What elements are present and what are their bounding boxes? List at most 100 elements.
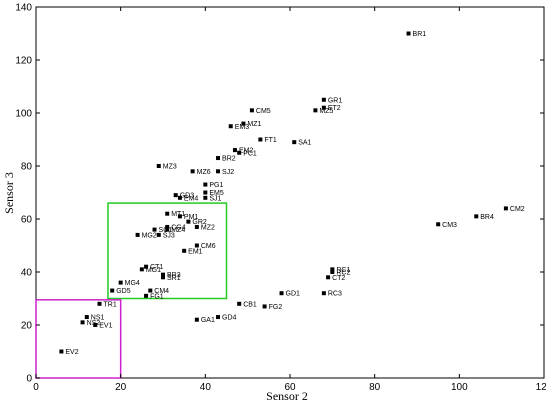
point-label-gr2: GR2 xyxy=(192,219,207,226)
data-point-ev2 xyxy=(59,349,64,354)
data-point-em2 xyxy=(232,148,237,153)
point-label-mg1: MG1 xyxy=(146,267,161,274)
point-label-em4: EM4 xyxy=(184,195,199,202)
data-point-gr1 xyxy=(321,97,326,102)
point-label-mz2: MZ2 xyxy=(201,224,215,231)
data-point-em4 xyxy=(177,195,182,200)
point-label-fg2: FG2 xyxy=(269,304,283,311)
data-point-cm4 xyxy=(148,288,153,293)
point-label-cm3: CM3 xyxy=(442,222,457,229)
data-point-ga1 xyxy=(194,317,199,322)
data-point-sc1 xyxy=(152,227,157,232)
point-label-br3: BR3 xyxy=(167,272,181,279)
y-tick-label: 60 xyxy=(21,215,33,226)
point-label-cb1: CB1 xyxy=(243,301,257,308)
y-tick-label: 80 xyxy=(21,162,33,173)
green-box xyxy=(107,202,228,300)
point-label-ft1: FT1 xyxy=(264,137,277,144)
data-point-cm3 xyxy=(436,222,441,227)
data-point-em1 xyxy=(182,248,187,253)
data-point-pg1 xyxy=(203,182,208,187)
y-tick-label: 120 xyxy=(15,56,32,67)
data-point-sj1 xyxy=(203,195,208,200)
x-tick-label: 80 xyxy=(369,382,381,393)
data-point-sj2 xyxy=(216,169,221,174)
data-point-gr2 xyxy=(186,219,191,224)
point-label-cm2: CM2 xyxy=(510,206,525,213)
y-axis-ticks: 0 20 40 60 80 100 120 140 xyxy=(15,3,544,385)
point-label-mz1: MZ1 xyxy=(247,121,261,128)
point-label-cm5: CM5 xyxy=(256,108,271,115)
y-tick-label: 100 xyxy=(15,109,32,120)
point-label-mz5: MZ5 xyxy=(319,108,333,115)
point-label-ct1: CT1 xyxy=(150,264,163,271)
y-tick-label: 0 xyxy=(26,374,32,385)
point-label-rc1: RC1 xyxy=(336,267,350,274)
point-label-ns1: NS1 xyxy=(91,315,105,322)
data-point-pc1 xyxy=(237,150,242,155)
point-label-fg1: FG1 xyxy=(150,293,164,300)
data-point-rc3 xyxy=(321,291,326,296)
data-point-ns2 xyxy=(80,320,85,325)
point-label-gd3: GD3 xyxy=(180,193,195,200)
point-label-et2: ET2 xyxy=(328,105,341,112)
point-label-ev1: EV1 xyxy=(99,323,112,330)
point-label-br2: BR2 xyxy=(222,156,236,163)
data-point-br3 xyxy=(161,272,165,277)
point-label-ct2: CT2 xyxy=(332,275,345,282)
data-point-ev1 xyxy=(93,323,98,327)
point-label-em2: EM2 xyxy=(239,148,254,155)
point-label-sr1: SR1 xyxy=(167,275,181,282)
point-label-mg2: MG2 xyxy=(142,232,157,239)
data-point-cg4 xyxy=(165,224,170,229)
data-point-mt1 xyxy=(165,211,170,216)
data-point-mz1 xyxy=(241,121,246,126)
point-label-rc3: RC3 xyxy=(328,291,342,298)
y-tick-label: 20 xyxy=(21,321,33,332)
highlight-regions xyxy=(35,202,228,379)
data-point-mg4 xyxy=(118,280,123,285)
data-point-ft1 xyxy=(258,137,263,142)
data-point-cm2 xyxy=(503,206,508,211)
data-point-em5 xyxy=(203,190,208,195)
point-label-mz6: MZ6 xyxy=(197,169,211,176)
data-point-fg1 xyxy=(144,293,149,298)
x-axis-ticks: 0 20 40 60 80 100 120 xyxy=(33,7,546,393)
data-point-rc1 xyxy=(330,267,335,272)
data-point-sj3 xyxy=(156,232,161,237)
point-label-sc1: SC1 xyxy=(159,227,173,234)
data-point-ns1 xyxy=(84,315,89,320)
x-tick-label: 40 xyxy=(200,382,212,393)
data-point-cb1 xyxy=(237,301,242,306)
data-point-cm5 xyxy=(249,108,254,113)
magenta-box xyxy=(35,299,122,379)
data-point-em3 xyxy=(228,124,233,129)
point-label-sj1: SJ1 xyxy=(209,195,221,202)
point-label-rc2: RC2 xyxy=(336,270,350,277)
point-label-em5: EM5 xyxy=(209,190,224,197)
point-label-gr1: GR1 xyxy=(328,97,343,104)
data-point-cm6 xyxy=(194,243,199,248)
data-point-gd3 xyxy=(173,193,178,198)
data-point-gd5 xyxy=(110,288,115,293)
point-label-cg4: CG4 xyxy=(171,224,186,231)
point-label-em3: EM3 xyxy=(235,124,250,131)
y-tick-label: 140 xyxy=(15,3,32,14)
data-point-br1 xyxy=(406,31,411,36)
point-label-mz3: MZ3 xyxy=(163,164,177,171)
point-label-pm1: PM1 xyxy=(184,214,199,221)
data-point-mz3 xyxy=(156,164,161,168)
data-point-pm1 xyxy=(177,214,182,219)
data-point-mz5 xyxy=(313,108,318,113)
data-point-sa1 xyxy=(292,140,297,145)
point-label-pc1: PC1 xyxy=(243,150,257,157)
point-label-mz4: MZ4 xyxy=(171,227,185,234)
point-label-pg1: PG1 xyxy=(209,182,223,189)
data-point-sr1 xyxy=(161,275,165,280)
point-label-cm4: CM4 xyxy=(154,288,169,295)
y-axis-label: Sensor 3 xyxy=(2,172,16,214)
x-tick-label: 60 xyxy=(284,382,296,393)
point-label-cm6: CM6 xyxy=(201,243,216,250)
